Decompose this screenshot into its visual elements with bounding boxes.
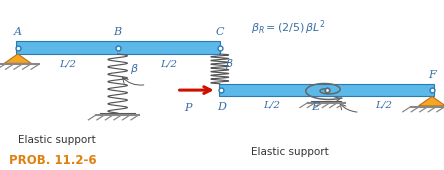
Text: L/2: L/2 — [59, 59, 76, 68]
Text: L/2: L/2 — [375, 100, 392, 109]
Text: $\beta$: $\beta$ — [225, 57, 234, 71]
Text: E: E — [311, 102, 320, 112]
Polygon shape — [419, 96, 444, 106]
Text: PROB. 11.2-6: PROB. 11.2-6 — [9, 154, 96, 167]
Text: P: P — [184, 103, 191, 113]
Text: L/2: L/2 — [160, 59, 177, 68]
Text: B: B — [114, 27, 122, 37]
Polygon shape — [4, 54, 31, 63]
Text: $\beta_R = (2/5)\,\beta L^2$: $\beta_R = (2/5)\,\beta L^2$ — [251, 18, 326, 37]
FancyBboxPatch shape — [16, 41, 220, 54]
Text: L/2: L/2 — [263, 100, 280, 109]
FancyBboxPatch shape — [219, 84, 434, 96]
Text: Elastic support: Elastic support — [251, 147, 329, 157]
Text: Elastic support: Elastic support — [18, 135, 95, 145]
Text: D: D — [217, 102, 226, 112]
Text: $\beta$: $\beta$ — [130, 62, 139, 76]
Text: C: C — [215, 27, 224, 37]
Text: F: F — [428, 70, 436, 80]
Text: A: A — [14, 27, 22, 37]
